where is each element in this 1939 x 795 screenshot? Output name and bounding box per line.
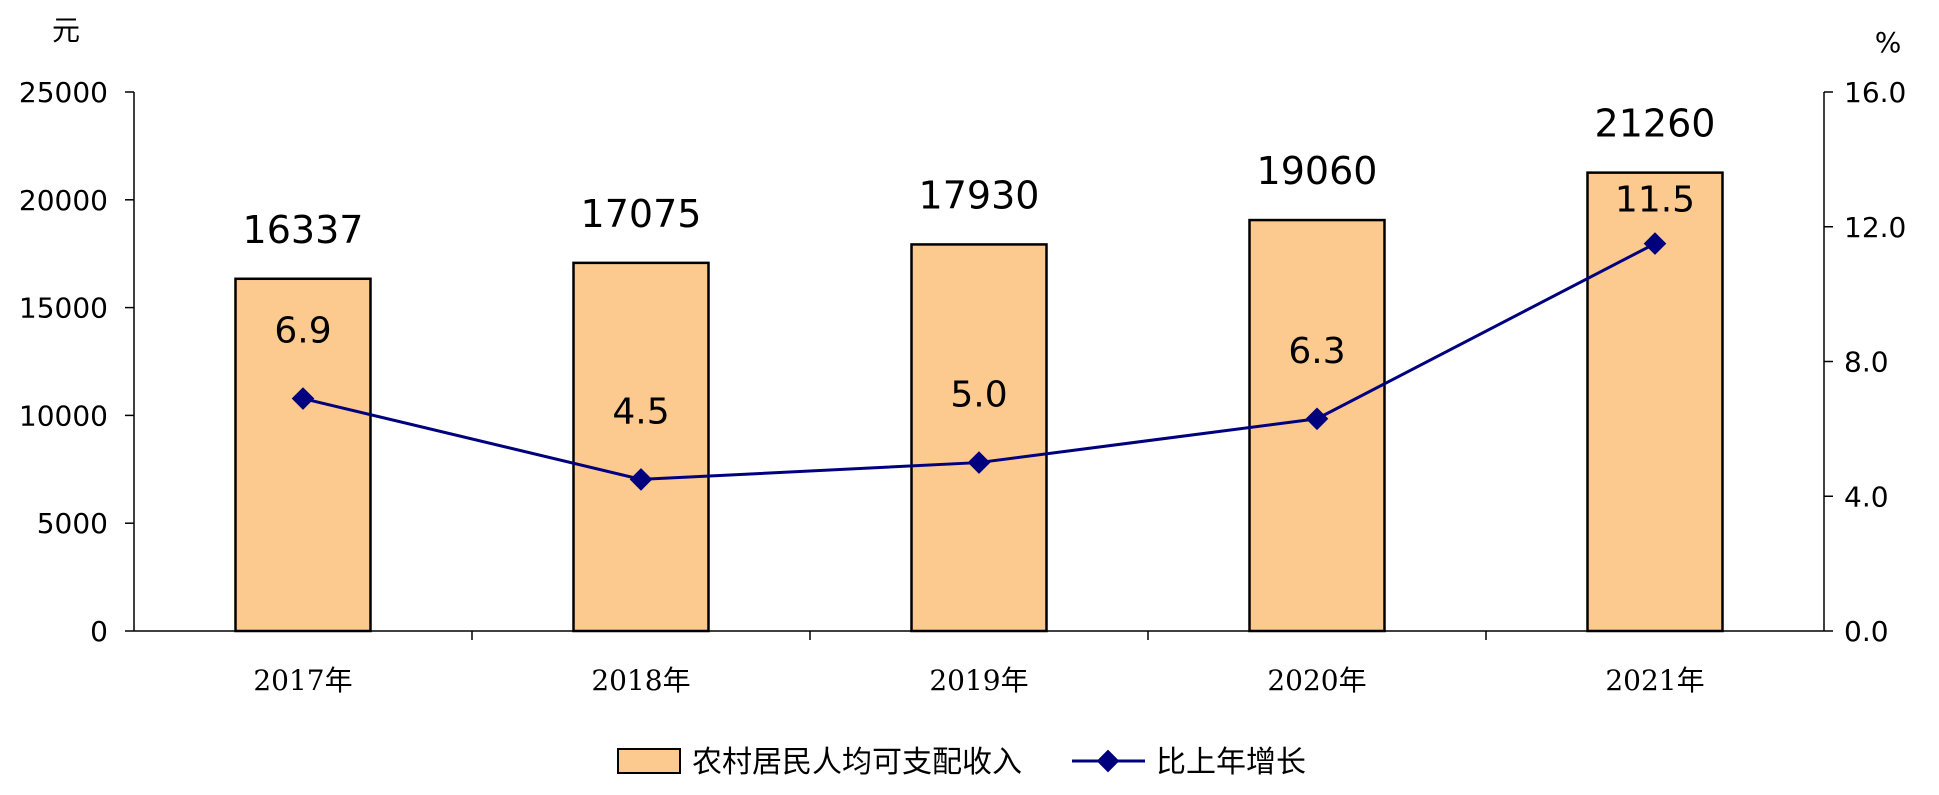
bar-value-label: 17075 xyxy=(581,192,702,236)
left-tick-label: 5000 xyxy=(37,507,108,540)
legend-bar-swatch xyxy=(617,748,681,774)
growth-point-2019年 xyxy=(967,451,991,474)
left-tick-label: 25000 xyxy=(19,76,108,109)
bar-value-label: 19060 xyxy=(1257,149,1378,193)
growth-point-2020年 xyxy=(1305,407,1329,431)
bar-value-label: 17930 xyxy=(919,173,1040,217)
left-tick-label: 0 xyxy=(90,615,108,648)
bar-2017年 xyxy=(234,277,372,633)
growth-value-label: 6.9 xyxy=(274,311,331,352)
growth-value-label: 6.3 xyxy=(1288,331,1345,372)
right-tick-label: 8.0 xyxy=(1844,346,1889,379)
bar-value-label: 21260 xyxy=(1595,102,1716,146)
left-tick-label: 15000 xyxy=(19,292,108,325)
left-tick-label: 20000 xyxy=(19,184,108,217)
left-tick-label: 10000 xyxy=(19,399,108,432)
growth-point-2017年 xyxy=(291,387,315,410)
bar-2019年 xyxy=(910,243,1048,633)
data-labels: 16337 17075 17930 19060 21260 6.9 4.5 5.0 6.3 11.… xyxy=(243,102,1716,433)
growth-value-label: 11.5 xyxy=(1615,180,1695,221)
legend-line-label: 比上年增长 xyxy=(1156,745,1306,780)
left-axis-unit: 元 xyxy=(52,14,80,47)
right-tick-label: 4.0 xyxy=(1844,480,1889,513)
legend: 农村居民人均可支配收入 比上年增长 xyxy=(617,745,1306,780)
bar-2018年 xyxy=(572,261,710,633)
x-tick-label: 2017年 xyxy=(253,664,352,697)
right-tick-label: 12.0 xyxy=(1844,211,1906,244)
x-tick-label: 2021年 xyxy=(1605,664,1704,697)
bar-value-label: 16337 xyxy=(243,208,364,252)
x-tick-label: 2018年 xyxy=(591,664,690,697)
legend-line-marker-icon xyxy=(1096,749,1120,773)
right-tick-label: 0.0 xyxy=(1844,615,1889,648)
right-tick-label: 16.0 xyxy=(1844,76,1906,109)
right-axis-unit: % xyxy=(1875,26,1902,59)
growth-value-label: 4.5 xyxy=(612,391,669,432)
axes: 0 5000 10000 15000 20000 25000 0.0 4.0 8.0 12.0 16… xyxy=(19,76,1906,697)
x-tick-label: 2020年 xyxy=(1267,664,1366,697)
growth-point-2018年 xyxy=(629,468,653,491)
growth-value-label: 5.0 xyxy=(950,375,1007,416)
legend-bar-label: 农村居民人均可支配收入 xyxy=(692,745,1022,780)
x-tick-label: 2019年 xyxy=(929,664,1028,697)
